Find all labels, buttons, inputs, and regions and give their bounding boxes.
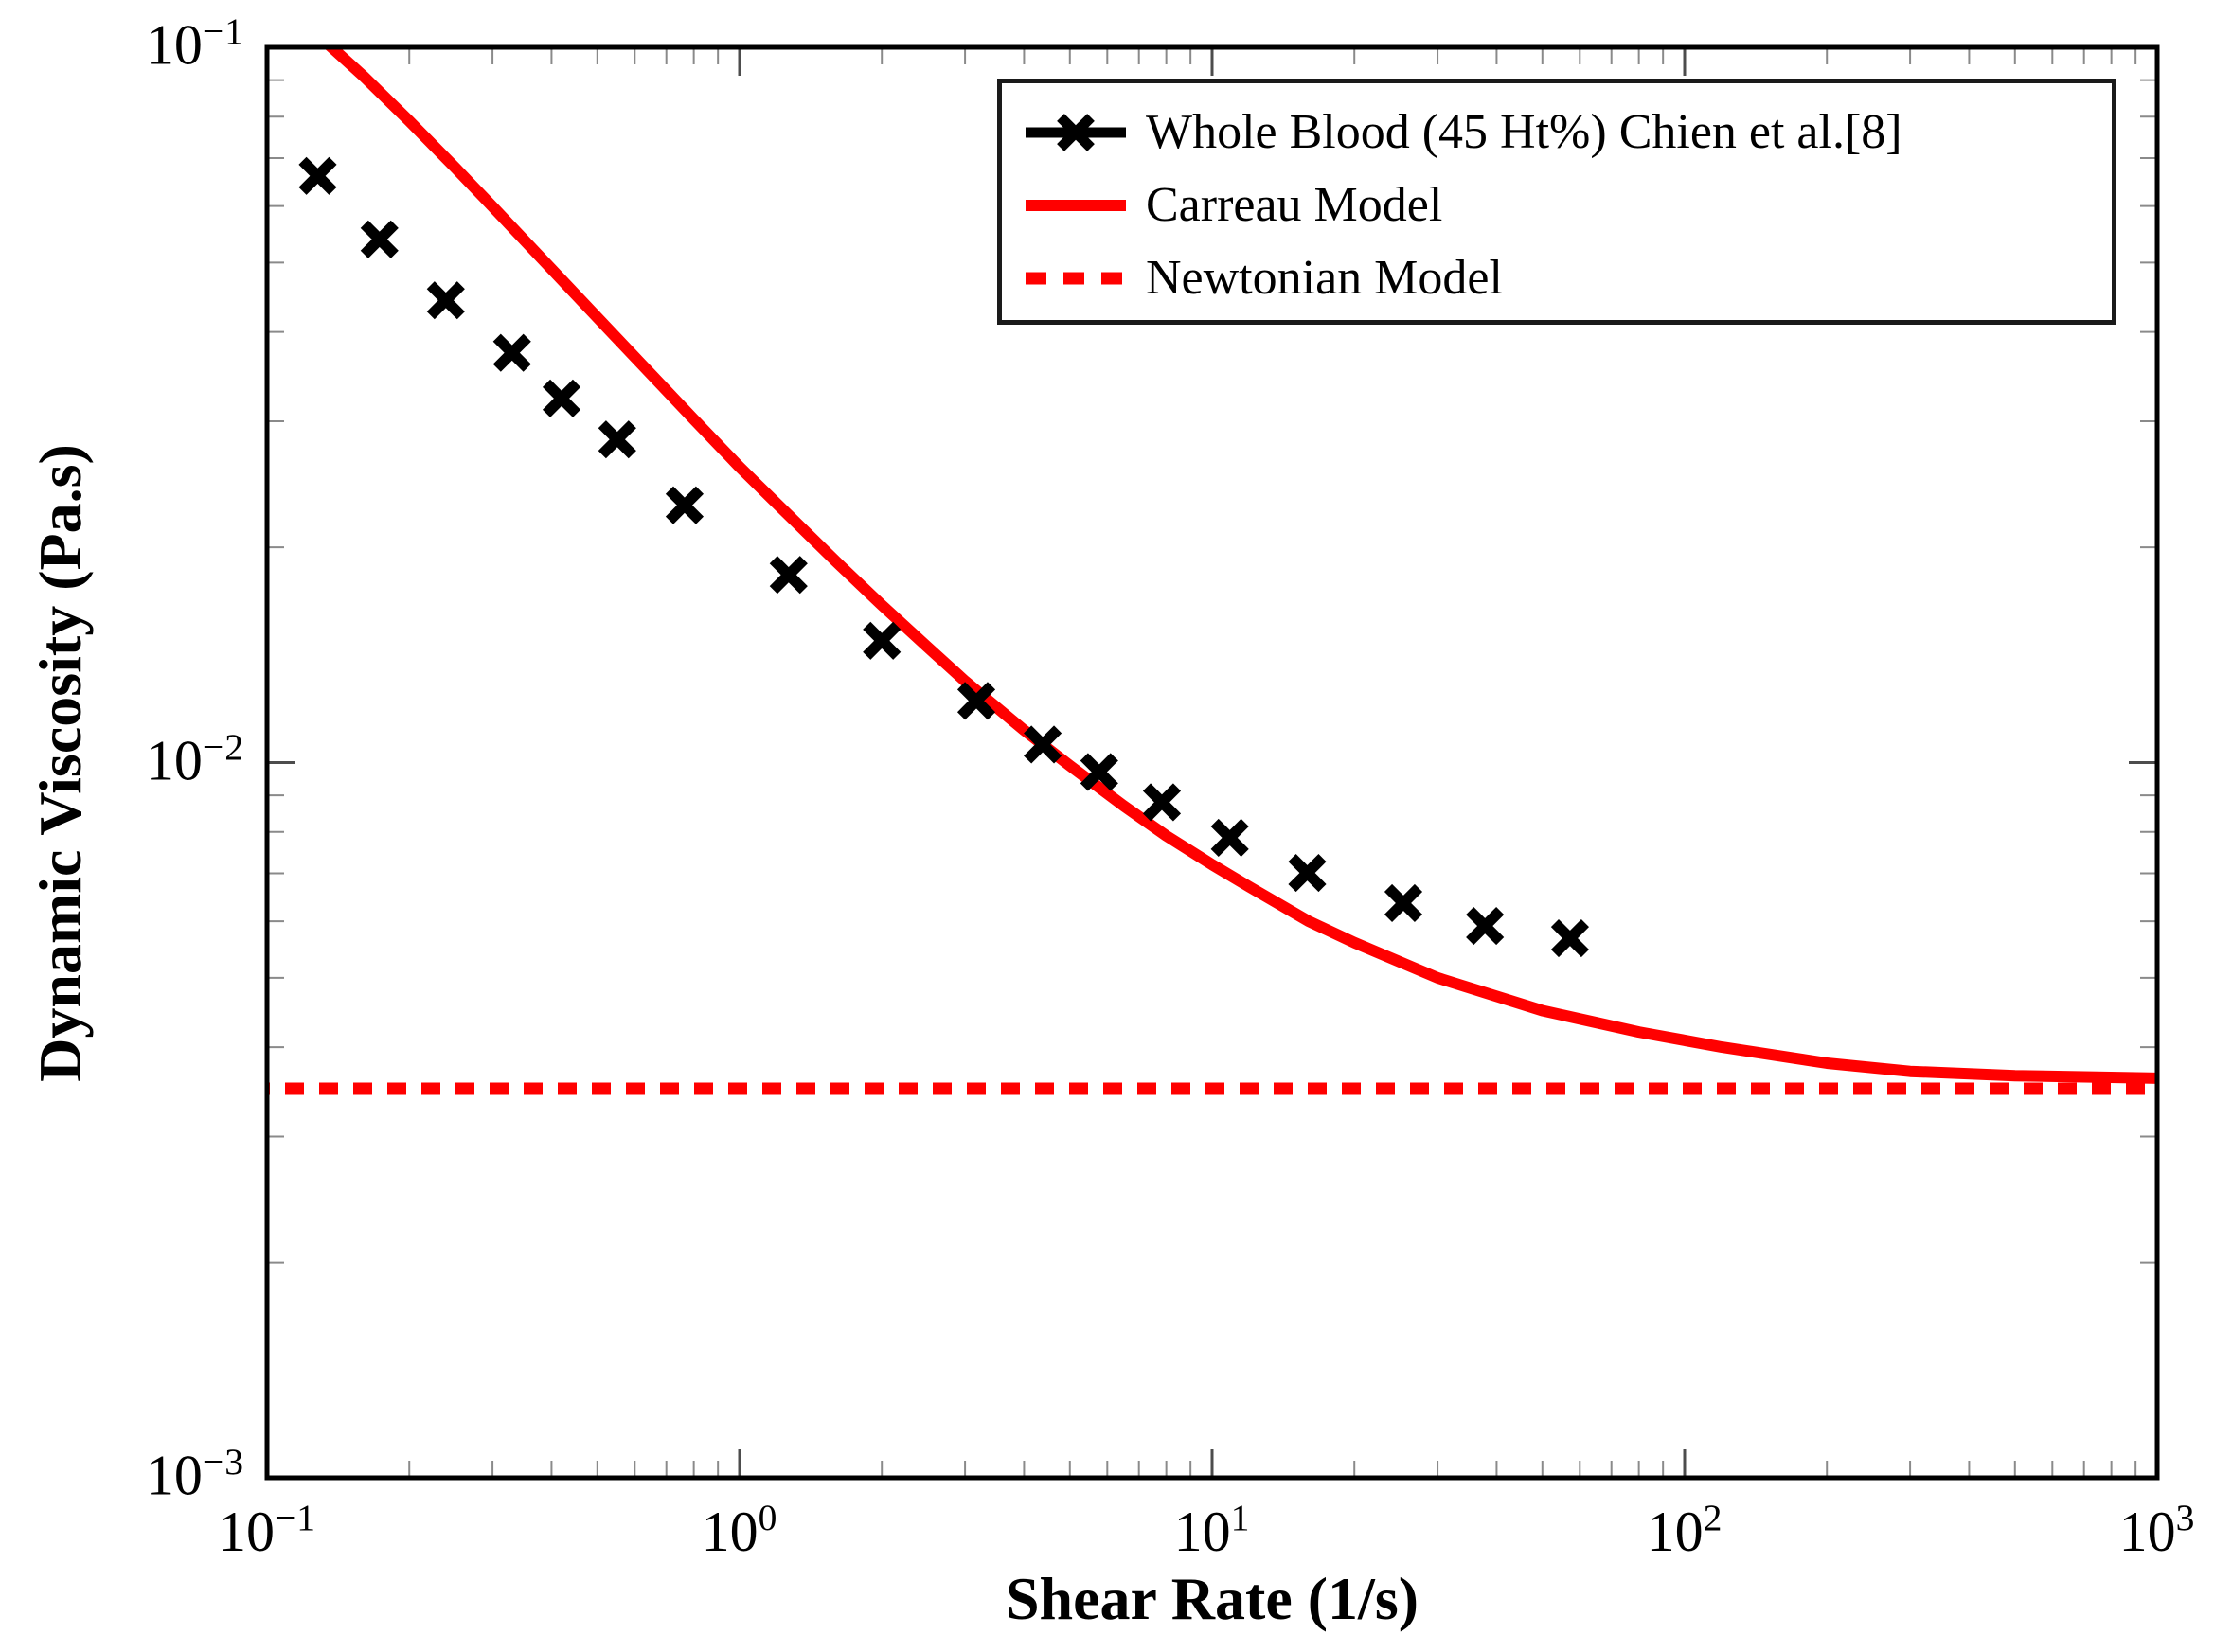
- data-point-marker: [665, 486, 705, 524]
- x-tick-label: 103: [2118, 1497, 2196, 1563]
- legend-item-carreau: Carreau Model: [1002, 169, 2112, 241]
- x-axis-label: Shear Rate (1/s): [1005, 1565, 1419, 1632]
- data-point-marker: [542, 379, 581, 417]
- data-point-marker: [1550, 919, 1590, 958]
- legend-label: Newtonian Model: [1146, 251, 1503, 305]
- data-point-marker: [360, 220, 399, 258]
- whole-blood-data-markers: [298, 156, 1590, 958]
- data-point-marker: [1288, 853, 1327, 893]
- solid-line-icon: [1026, 199, 1126, 211]
- data-point-marker: [769, 556, 808, 595]
- data-point-marker: [1024, 725, 1062, 764]
- x-tick-label: 102: [1646, 1497, 1723, 1563]
- line-with-x-marker-icon: [1026, 113, 1126, 151]
- y-tick-label: 10−3: [145, 1440, 244, 1507]
- data-point-marker: [863, 621, 902, 660]
- data-point-marker: [1210, 818, 1249, 857]
- data-point-marker: [1080, 753, 1118, 791]
- data-point-marker: [298, 156, 337, 195]
- y-tick-label: 10−1: [145, 9, 244, 77]
- x-tick-label: 10−1: [217, 1497, 317, 1563]
- data-point-marker: [1466, 906, 1505, 946]
- data-point-marker: [426, 281, 465, 320]
- y-tick-label: 10−2: [145, 725, 244, 792]
- data-point-marker: [1384, 883, 1423, 923]
- plot-border: [264, 44, 2160, 1481]
- data-point-marker: [956, 682, 996, 720]
- legend-box: Whole Blood (45 Ht%) Chien et al.[8] Car…: [997, 79, 2116, 325]
- data-point-marker: [598, 420, 636, 459]
- carreau-model-line: [323, 47, 2157, 1084]
- data-point-marker: [1142, 783, 1182, 822]
- x-tick-label: 101: [1173, 1497, 1251, 1563]
- x-tick-label: 100: [701, 1497, 778, 1563]
- y-axis-label: Dynamic Viscosity (Pa.s): [27, 444, 94, 1082]
- legend-item-newtonian: Newtonian Model: [1002, 241, 2112, 314]
- series-layer: [267, 47, 2157, 1095]
- legend-item-whole-blood: Whole Blood (45 Ht%) Chien et al.[8]: [1002, 96, 2112, 169]
- legend-label: Whole Blood (45 Ht%) Chien et al.[8]: [1146, 105, 1902, 159]
- dashed-line-icon: [1026, 272, 1126, 284]
- data-point-marker: [492, 333, 531, 372]
- legend-label: Carreau Model: [1146, 178, 1443, 232]
